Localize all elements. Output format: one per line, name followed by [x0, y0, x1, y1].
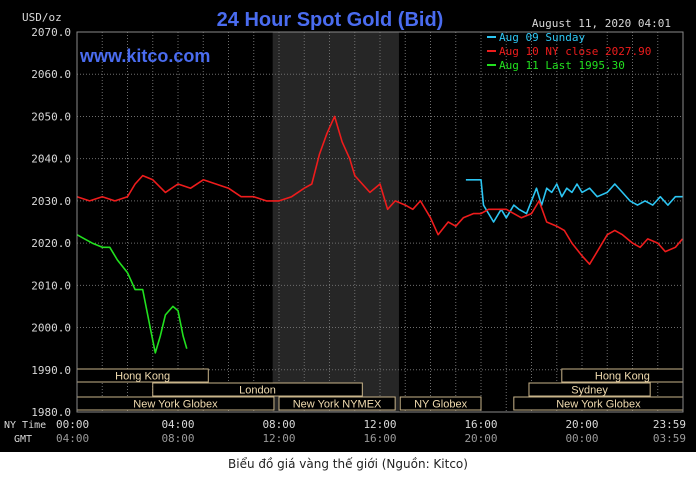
plot-frame — [76, 31, 684, 413]
x-tick-label-ny: 08:00 — [262, 418, 295, 431]
legend-label: Aug 11 Last 1995.30 — [499, 59, 625, 72]
chart-timestamp: August 11, 2020 04:01 — [532, 17, 671, 30]
x-tick-label-ny: 20:00 — [565, 418, 598, 431]
session-label: New York Globex — [556, 399, 641, 411]
chart-caption: Biểu đồ giá vàng thế giới (Nguồn: Kitco) — [228, 457, 468, 471]
y-tick-label: 1980.0 — [31, 406, 71, 419]
gold-price-chart: Hong Kong London New York Globex New York N… — [0, 0, 696, 452]
y-tick-label: 2060.0 — [31, 68, 71, 81]
y-tick-label: 2010.0 — [31, 279, 71, 292]
x-tick-label-gmt: 16:00 — [363, 432, 396, 445]
x-tick-label-ny: 04:00 — [161, 418, 194, 431]
session-label: Hong Kong — [115, 371, 170, 383]
session-bar — [399, 396, 482, 411]
series-line-3 — [76, 233, 188, 354]
session-bar — [528, 382, 651, 397]
y-tick-label: 2020.0 — [31, 237, 71, 250]
trading-hours-shade — [272, 32, 399, 412]
chart-title: 24 Hour Spot Gold (Bid) — [217, 9, 444, 31]
x-tick-label-ny: 12:00 — [363, 418, 396, 431]
series-line-2 — [76, 115, 684, 266]
x-tick-label-gmt: 12:00 — [262, 432, 295, 445]
session-bar — [152, 382, 363, 397]
x-tick-label-gmt: 08:00 — [161, 432, 194, 445]
watermark-text: www.kitco.com — [79, 46, 210, 66]
y-tick-label: 1990.0 — [31, 364, 71, 377]
y-axis-unit-label: USD/oz — [22, 11, 62, 24]
x-tick-label-ny: 16:00 — [464, 418, 497, 431]
x-tick-label-gmt: 04:00 — [56, 432, 89, 445]
x-tick-label-gmt: 20:00 — [464, 432, 497, 445]
x-tick-label-gmt: 03:59 — [653, 432, 686, 445]
y-tick-label: 2070.0 — [31, 26, 71, 39]
x-tick-label-ny: 23:59 — [653, 418, 686, 431]
y-tick-label: 2000.0 — [31, 322, 71, 335]
session-label: New York NYMEX — [293, 399, 382, 411]
y-tick-label: 2030.0 — [31, 195, 71, 208]
session-label: Hong Kong — [595, 371, 650, 383]
session-label: New York Globex — [133, 399, 218, 411]
legend-label: Aug 10 NY close 2027.90 — [499, 45, 651, 58]
y-tick-label: 2040.0 — [31, 153, 71, 166]
session-label: Sydney — [571, 385, 608, 397]
y-tick-label: 2050.0 — [31, 110, 71, 123]
legend-label: Aug 09 Sunday — [499, 31, 585, 44]
session-label: London — [239, 385, 276, 397]
session-bar — [278, 396, 396, 411]
x-axis-row-label-gmt: GMT — [14, 434, 32, 445]
series-line-1 — [465, 179, 683, 223]
x-tick-label-gmt: 00:00 — [565, 432, 598, 445]
x-axis-row-label-ny: NY Time — [4, 420, 46, 431]
session-label: NY Globex — [414, 399, 467, 411]
x-tick-label-ny: 00:00 — [56, 418, 89, 431]
